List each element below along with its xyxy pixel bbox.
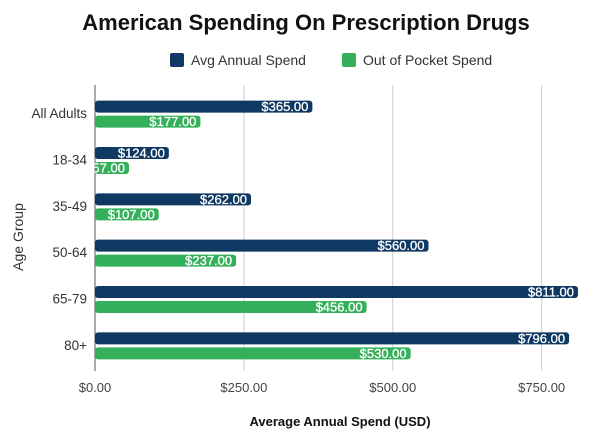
y-category-label: 50-64 <box>52 245 87 260</box>
data-label-avg-annual: $365.00 <box>261 99 308 114</box>
bar-avg-annual <box>95 239 429 252</box>
axis-layer: $0.00 $250.00 $500.00 $750.00 All Adults 18-3… <box>31 106 565 395</box>
y-category-label: 18-34 <box>52 153 87 168</box>
bar-out-of-pocket <box>95 208 159 221</box>
label-layer: $365.00 $124.00 $262.00 $560.00 $811.00 $796.… <box>85 99 574 361</box>
x-tick-label: $0.00 <box>79 380 112 395</box>
bar-avg-annual <box>95 193 252 206</box>
x-axis-title: Average Annual Spend (USD) <box>249 414 431 429</box>
legend-label-out-of-pocket: Out of Pocket Spend <box>363 52 493 68</box>
bar-avg-annual <box>95 286 578 298</box>
bar-out-of-pocket <box>95 254 237 267</box>
bar-out-of-pocket <box>95 162 129 174</box>
bar-avg-annual <box>95 332 570 345</box>
x-tick-label: $250.00 <box>220 380 267 395</box>
bar-out-of-pocket <box>95 347 411 360</box>
data-label-out-of-pocket: $177.00 <box>149 114 196 129</box>
legend-label-avg-annual: Avg Annual Spend <box>191 52 306 68</box>
data-label-avg-annual: $811.00 <box>528 285 574 300</box>
grid-layer <box>94 85 543 371</box>
legend-item-out-of-pocket[interactable]: Out of Pocket Spend <box>342 52 492 68</box>
data-label-out-of-pocket: $530.00 <box>360 346 407 361</box>
legend-swatch-out-of-pocket <box>342 53 356 67</box>
data-label-avg-annual: $262.00 <box>200 192 247 207</box>
x-tick-label: $750.00 <box>518 380 565 395</box>
bar-out-of-pocket <box>95 115 201 128</box>
legend: Avg Annual Spend Out of Pocket Spend <box>0 52 612 72</box>
y-category-label: 35-49 <box>52 199 87 214</box>
data-label-out-of-pocket: $57.00 <box>85 161 125 176</box>
data-label-out-of-pocket: $237.00 <box>185 253 232 268</box>
bar-layer <box>95 100 578 360</box>
y-axis-title: Age Group <box>10 203 26 271</box>
y-category-label: 80+ <box>64 338 87 353</box>
y-category-label: 65-79 <box>52 292 87 307</box>
x-tick-label: $500.00 <box>369 380 416 395</box>
data-label-avg-annual: $796.00 <box>518 331 565 346</box>
data-label-out-of-pocket: $107.00 <box>108 207 155 222</box>
y-category-label: All Adults <box>31 106 87 121</box>
bar-avg-annual <box>95 100 313 113</box>
data-label-avg-annual: $560.00 <box>378 238 425 253</box>
bar-out-of-pocket <box>95 301 367 313</box>
data-label-avg-annual: $124.00 <box>118 146 165 161</box>
legend-swatch-avg-annual <box>170 53 184 67</box>
data-label-out-of-pocket: $456.00 <box>316 300 363 315</box>
chart-title: American Spending On Prescription Drugs <box>82 10 530 35</box>
legend-item-avg-annual[interactable]: Avg Annual Spend <box>170 52 306 68</box>
bar-avg-annual <box>95 147 169 159</box>
